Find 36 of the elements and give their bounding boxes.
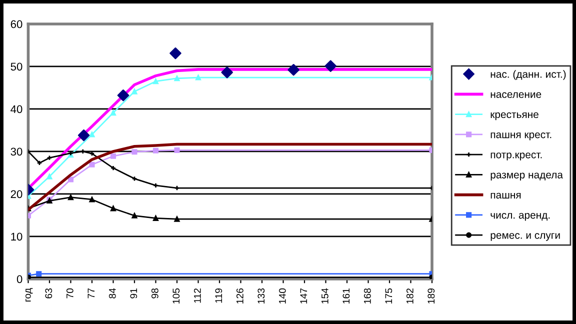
y-tick-label: 20: [10, 190, 22, 198]
x-tick-label: 154: [322, 288, 328, 304]
x-tick-label: 84: [108, 288, 116, 298]
x-tick-label: год: [26, 288, 33, 302]
y-tick-label: 60: [10, 20, 22, 28]
x-tick-label: 140: [278, 288, 286, 304]
x-tick-label: 189: [428, 288, 435, 304]
x-tick-label: 119: [215, 288, 222, 303]
legend-label: потр.крест.: [490, 152, 542, 160]
x-tick-label: 175: [385, 288, 392, 304]
x-tick-label: 126: [236, 288, 244, 304]
x-tick-label: 91: [130, 288, 138, 298]
x-tick-label: 77: [88, 288, 94, 298]
legend-label: пашня: [490, 192, 521, 199]
y-tick-label: 40: [10, 105, 22, 114]
y-tick-label: 30: [10, 148, 22, 156]
y-tick-label: 0: [16, 275, 22, 284]
x-tick-label: 133: [258, 288, 265, 304]
x-tick-label: 182: [406, 288, 414, 304]
legend-label: нас. (данн. ист.): [490, 70, 566, 80]
legend-label: размер надела: [490, 172, 563, 180]
x-tick-label: 161: [342, 288, 350, 304]
x-tick-label: 147: [300, 288, 308, 304]
y-tick-label: 10: [11, 232, 22, 241]
x-tick-label: 98: [151, 288, 158, 298]
legend-label: пашня крест.: [490, 132, 552, 140]
legend-label: крестьяне: [490, 112, 538, 120]
legend-label: население: [490, 92, 542, 98]
x-tick-label: 105: [172, 288, 180, 304]
x-tick-label: 70: [66, 288, 74, 298]
x-tick-label: 112: [194, 288, 201, 303]
legend-label: числ. аренд.: [490, 212, 550, 221]
y-tick-label: 50: [10, 62, 22, 71]
x-tick-label: 168: [364, 288, 371, 304]
legend-label: ремес. и слуги: [490, 233, 560, 241]
x-tick-label: 63: [45, 288, 52, 298]
